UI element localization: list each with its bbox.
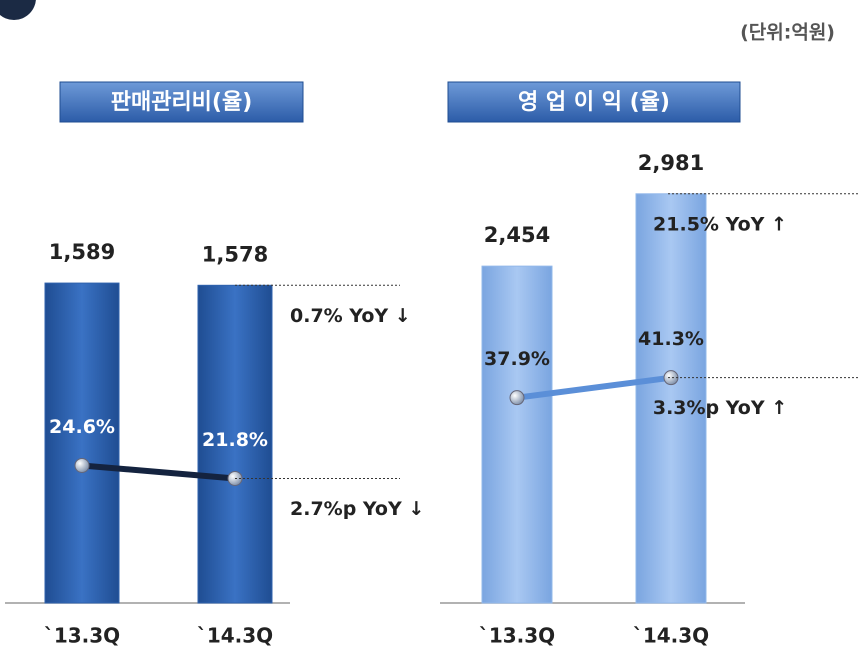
line-value-label: 24.6% <box>49 416 115 438</box>
bar-value-label: 2,981 <box>638 151 704 175</box>
chart-title: 판매관리비(율) <box>111 90 253 115</box>
bar <box>44 282 120 604</box>
bar-value-label: 1,578 <box>202 242 268 266</box>
line-value-label: 41.3% <box>638 328 704 350</box>
chart-title: 영 업 이 익 (율) <box>518 90 670 115</box>
line-value-label: 21.8% <box>202 429 268 451</box>
bar <box>481 265 553 604</box>
x-tick-label: `14.3Q <box>197 624 273 648</box>
line-point <box>509 390 525 406</box>
line-point <box>663 370 679 386</box>
line-value-label: 37.9% <box>484 348 550 370</box>
title-box <box>447 81 741 123</box>
annotation: 3.3%p YoY ↑ <box>653 397 787 419</box>
bar <box>635 193 707 604</box>
line <box>516 374 672 401</box>
x-tick-label: `14.3Q <box>633 624 709 648</box>
bar-value-label: 1,589 <box>49 240 115 264</box>
x-tick-label: `13.3Q <box>479 624 555 648</box>
bar <box>197 284 273 604</box>
x-tick-label: `13.3Q <box>44 624 120 648</box>
annotation: 21.5% YoY ↑ <box>653 213 787 235</box>
line <box>81 462 236 482</box>
annotation: 2.7%p YoY ↓ <box>290 498 424 520</box>
title-box <box>59 81 304 123</box>
annotation: 0.7% YoY ↓ <box>290 305 411 327</box>
logo-icon <box>0 0 36 20</box>
bar-value-label: 2,454 <box>484 223 550 247</box>
unit-note: (단위:억원) <box>740 22 835 44</box>
line-point <box>74 457 90 473</box>
